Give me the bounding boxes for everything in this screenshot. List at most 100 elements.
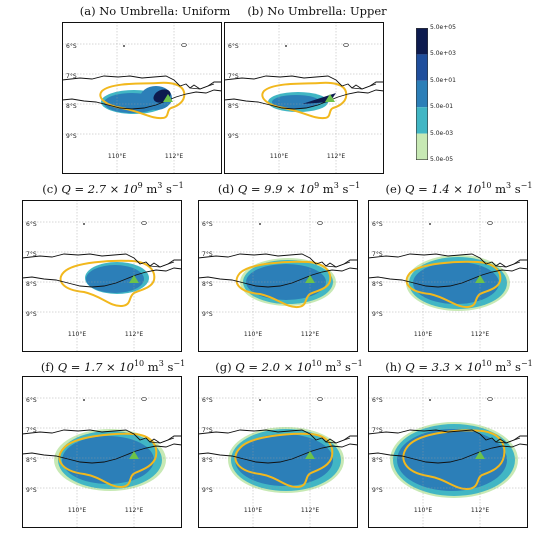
island-karimunjawa <box>317 221 323 225</box>
lat-tick-label: 7°S <box>26 427 37 434</box>
colorbar-segment <box>416 28 428 55</box>
colorbar-segment <box>416 54 428 81</box>
volcano-marker <box>305 451 315 459</box>
colorbar-label: 5.0e+01 <box>430 76 456 84</box>
coastline-south <box>22 267 182 288</box>
lat-tick-label: 6°S <box>228 43 239 50</box>
lat-tick-label: 8°S <box>372 457 383 464</box>
map-panel-c: 6°S 7°S 8°S 9°S 110°E 112°E <box>22 200 182 352</box>
observed-outline <box>58 432 158 489</box>
lat-tick-label: 7°S <box>202 427 213 434</box>
observed-outline <box>405 260 502 309</box>
panel-title-g: (g) Q = 2.0 × 1010 m3 s−1 <box>215 359 363 374</box>
lat-tick-label: 8°S <box>202 281 213 288</box>
lat-tick-label: 9°S <box>202 311 213 318</box>
map-panel-a: 6°S 7°S 8°S 9°S 110°E 112°E <box>62 22 222 174</box>
island-small <box>83 399 85 401</box>
lon-tick-label: 110°E <box>68 331 86 338</box>
lat-tick-label: 7°S <box>202 251 213 258</box>
lon-tick-label: 110°E <box>244 331 262 338</box>
lon-tick-label: 110°E <box>414 331 432 338</box>
panel-title-b: (b) No Umbrella: Upper <box>247 4 387 18</box>
lat-tick-label: 7°S <box>26 251 37 258</box>
lat-tick-label: 7°S <box>372 427 383 434</box>
colorbar-label: 5.0e-01 <box>430 103 454 111</box>
island-karimunjawa <box>487 397 493 401</box>
island-small <box>83 223 85 225</box>
panel-title-d: (d) Q = 9.9 × 109 m3 s−1 <box>217 181 361 196</box>
lat-tick-label: 6°S <box>26 221 37 228</box>
island-small <box>429 399 431 401</box>
map-frame <box>62 22 222 174</box>
island-karimunjawa <box>343 43 349 47</box>
coastline-south <box>62 89 222 110</box>
coastline-madura <box>189 83 215 90</box>
volcano-marker <box>163 94 173 102</box>
coastline-south <box>368 267 528 288</box>
lon-tick-label: 112°E <box>301 507 319 514</box>
lon-tick-label: 110°E <box>270 153 288 160</box>
island-karimunjawa <box>141 397 147 401</box>
panel-title-f: (f) Q = 1.7 × 1010 m3 s−1 <box>40 359 186 374</box>
map-panel-h: 6°S 7°S 8°S 9°S 110°E 112°E <box>368 376 528 528</box>
lat-tick-label: 9°S <box>66 133 77 140</box>
lon-tick-label: 112°E <box>165 153 183 160</box>
map-frame <box>198 376 358 528</box>
island-small <box>259 399 261 401</box>
lon-tick-label: 112°E <box>327 153 345 160</box>
colorbar-frame <box>416 28 428 160</box>
colorbar-segment <box>416 133 428 160</box>
map-frame <box>22 200 182 352</box>
lon-tick-label: 112°E <box>301 331 319 338</box>
plume-mid <box>413 262 499 304</box>
lat-tick-label: 9°S <box>26 487 37 494</box>
volcano-marker <box>129 275 139 283</box>
island-small <box>429 223 431 225</box>
colorbar <box>416 28 428 160</box>
lat-tick-label: 6°S <box>202 221 213 228</box>
lat-tick-label: 7°S <box>66 73 77 80</box>
plume-mid <box>272 95 320 109</box>
lat-tick-label: 9°S <box>26 311 37 318</box>
lat-tick-label: 9°S <box>228 133 239 140</box>
coastline-south <box>198 267 358 288</box>
lon-tick-label: 112°E <box>125 331 143 338</box>
map-panel-b: 6°S 7°S 8°S 9°S 110°E 112°E <box>224 22 384 174</box>
panel-title-c: (c) Q = 2.7 × 109 m3 s−1 <box>42 181 184 196</box>
map-frame <box>368 376 528 528</box>
observed-outline <box>59 259 156 308</box>
coastline-south <box>22 443 182 464</box>
panel-title-h: (h) Q = 3.3 × 1010 m3 s−1 <box>385 359 533 374</box>
lon-tick-label: 112°E <box>125 507 143 514</box>
island-karimunjawa <box>141 221 147 225</box>
island-karimunjawa <box>317 397 323 401</box>
map-frame <box>224 22 384 174</box>
volcano-marker <box>475 275 485 283</box>
lat-tick-label: 6°S <box>372 397 383 404</box>
lat-tick-label: 7°S <box>228 73 239 80</box>
coastline-madura <box>351 83 377 90</box>
colorbar-label: 5.0e-05 <box>430 156 454 163</box>
lat-tick-label: 9°S <box>372 487 383 494</box>
panel-title-e: (e) Q = 1.4 × 1010 m3 s−1 <box>385 181 533 196</box>
map-frame <box>22 376 182 528</box>
map-frame <box>198 200 358 352</box>
lon-tick-label: 110°E <box>244 507 262 514</box>
lon-tick-label: 112°E <box>471 507 489 514</box>
observed-outline <box>261 81 348 120</box>
lat-tick-label: 9°S <box>202 487 213 494</box>
coastline-south <box>368 443 528 464</box>
lat-tick-label: 8°S <box>26 281 37 288</box>
map-panel-g: 6°S 7°S 8°S 9°S 110°E 112°E <box>198 376 358 528</box>
plume-mid <box>62 436 154 484</box>
observed-outline <box>99 81 186 120</box>
observed-outline <box>234 432 334 489</box>
lon-tick-label: 110°E <box>68 507 86 514</box>
volcano-marker <box>475 451 485 459</box>
lat-tick-label: 6°S <box>202 397 213 404</box>
lat-tick-label: 7°S <box>372 251 383 258</box>
lat-tick-label: 6°S <box>26 397 37 404</box>
lat-tick-label: 8°S <box>228 103 239 110</box>
colorbar-segment <box>416 80 428 108</box>
panel-title-a: (a) No Umbrella: Uniform <box>79 4 231 18</box>
